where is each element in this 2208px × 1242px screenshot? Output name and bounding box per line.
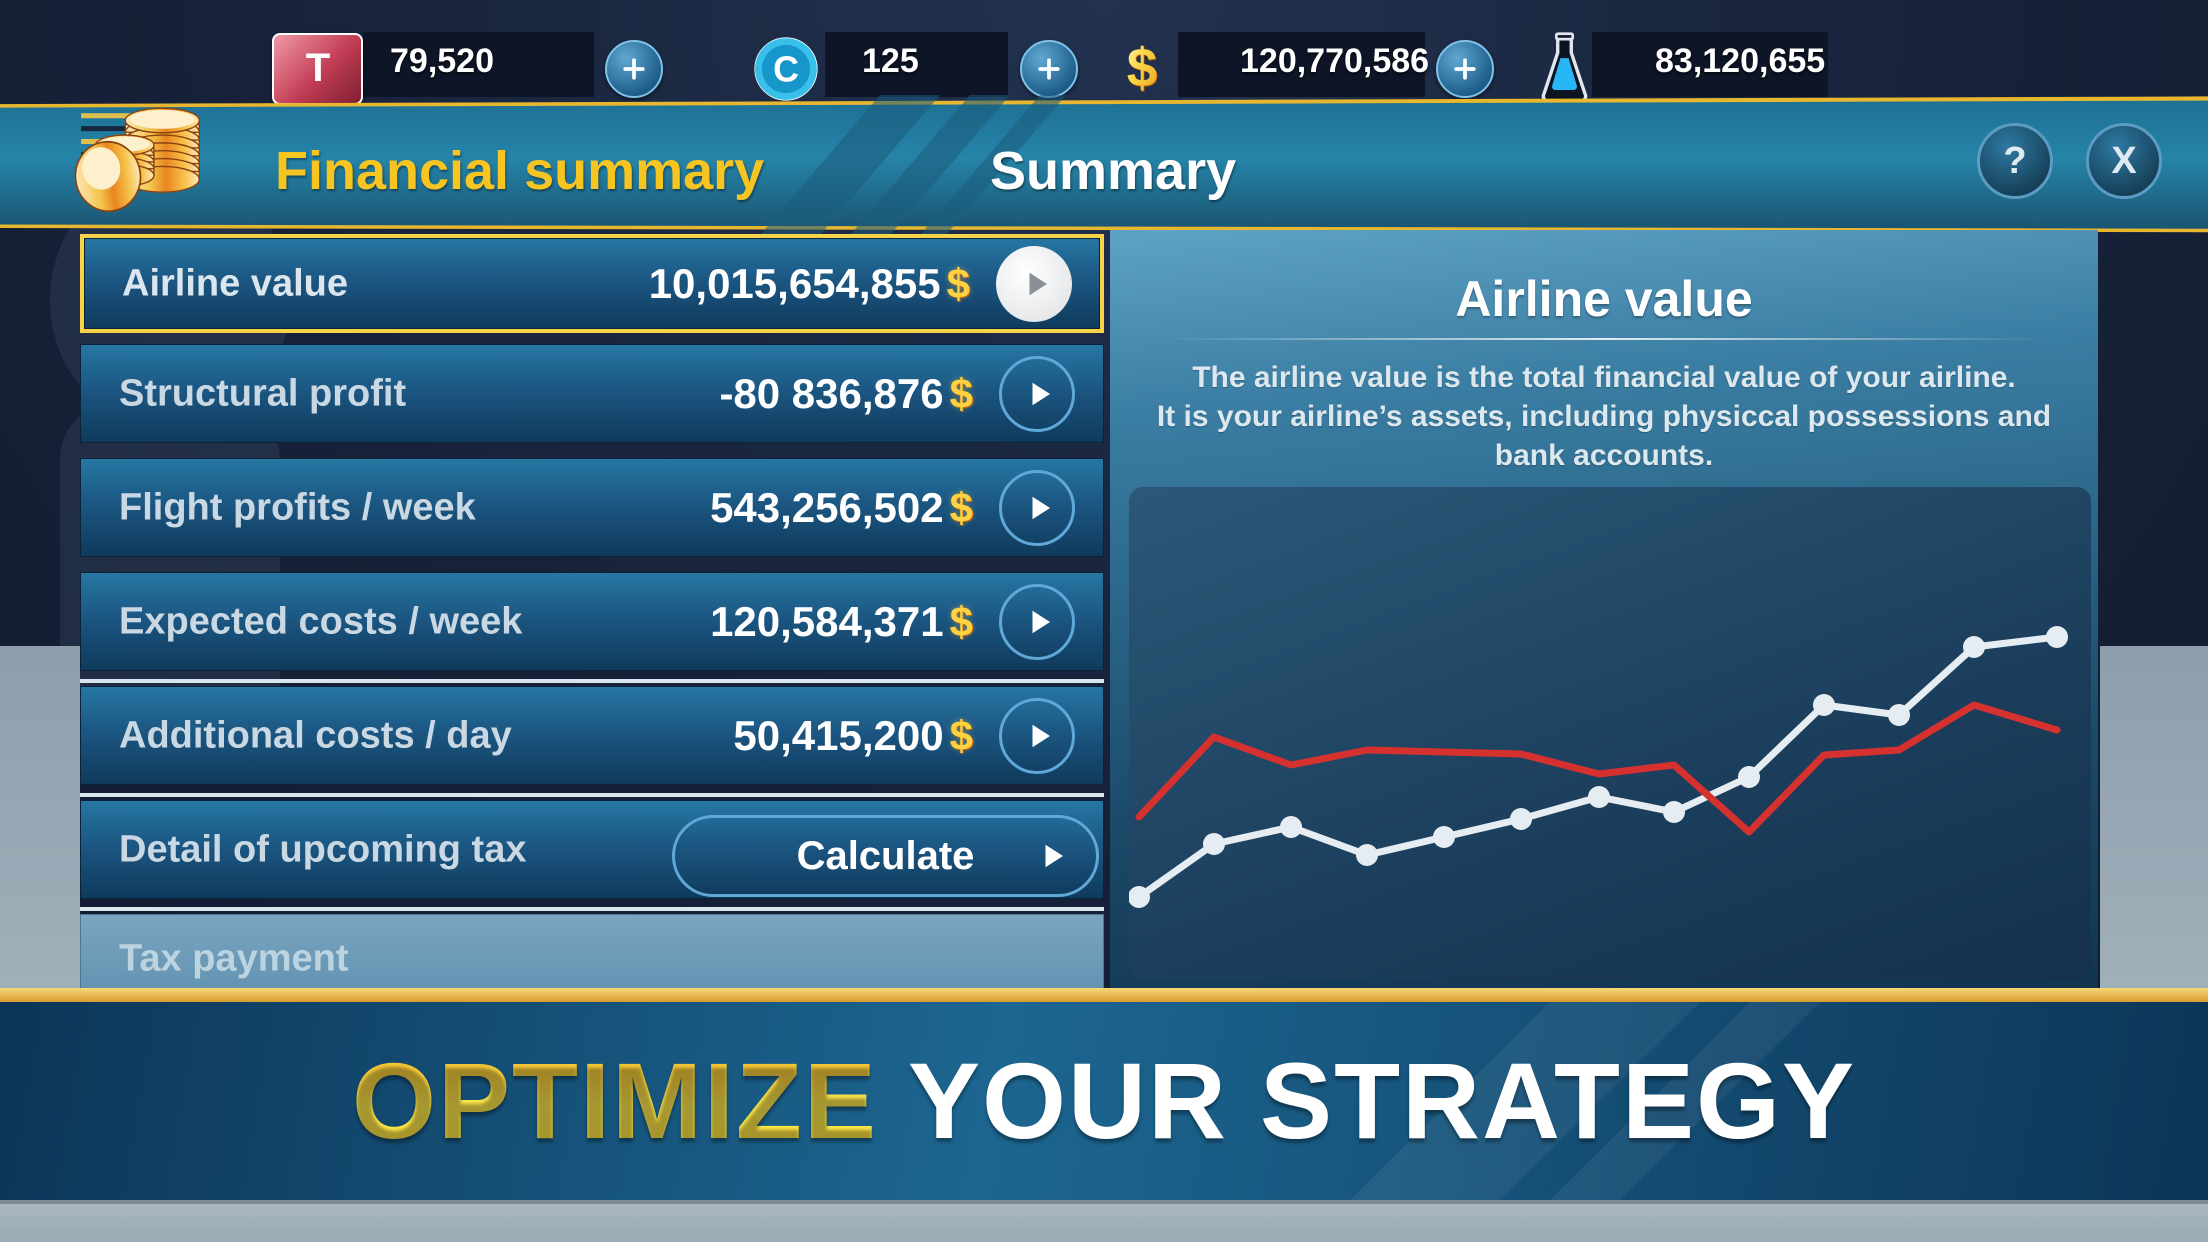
svg-text:C: C xyxy=(773,49,799,89)
svg-text:T: T xyxy=(305,46,329,90)
svg-text:$: $ xyxy=(1126,39,1157,99)
